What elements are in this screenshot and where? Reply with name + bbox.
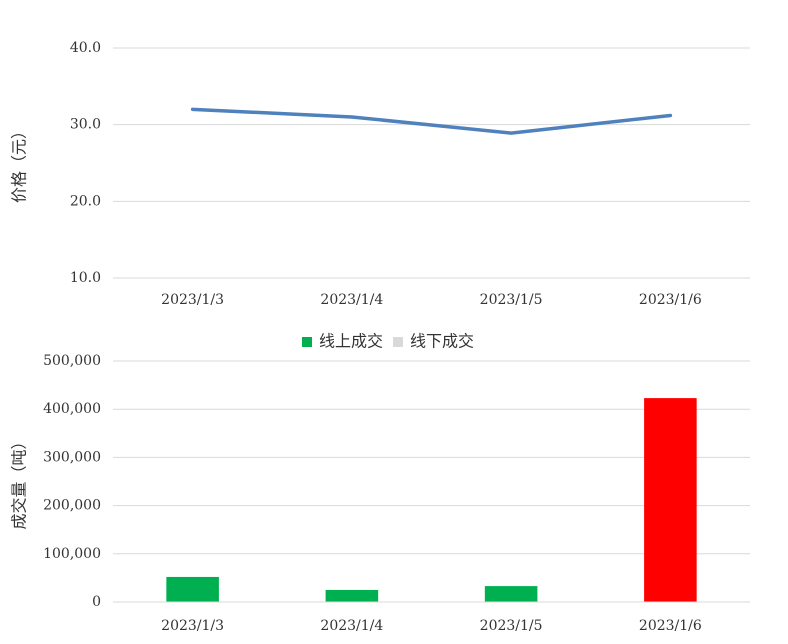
bar — [484, 586, 538, 602]
x-tick-label: 2023/1/3 — [161, 292, 224, 308]
y-tick-label: 300,000 — [43, 449, 101, 465]
legend-swatch — [302, 337, 312, 347]
bar — [166, 576, 219, 602]
y-tick-label: 0 — [92, 594, 101, 610]
bar — [325, 589, 379, 602]
y-tick-label: 100,000 — [43, 546, 101, 562]
x-tick-label: 2023/1/6 — [639, 618, 702, 634]
bar — [644, 398, 697, 602]
x-tick-label: 2023/1/3 — [161, 618, 224, 634]
y-tick-label: 30.0 — [70, 117, 101, 133]
y-axis-title: 价格（元） — [10, 123, 29, 203]
y-tick-label: 40.0 — [70, 40, 101, 56]
x-tick-label: 2023/1/4 — [320, 292, 383, 308]
legend-label: 线下成交 — [410, 332, 474, 351]
x-tick-label: 2023/1/5 — [480, 618, 543, 634]
y-axis-title: 成交量（吨） — [10, 433, 29, 529]
y-tick-label: 400,000 — [43, 401, 101, 417]
legend-swatch — [393, 337, 404, 347]
y-tick-label: 500,000 — [43, 353, 101, 369]
y-tick-label: 20.0 — [70, 193, 101, 209]
x-tick-label: 2023/1/6 — [639, 292, 702, 308]
x-tick-label: 2023/1/5 — [480, 292, 543, 308]
line — [190, 107, 673, 135]
legend-label: 线上成交 — [319, 332, 383, 351]
y-tick-label: 200,000 — [43, 498, 101, 514]
x-tick-label: 2023/1/4 — [320, 618, 383, 634]
y-tick-label: 10.0 — [70, 270, 101, 286]
